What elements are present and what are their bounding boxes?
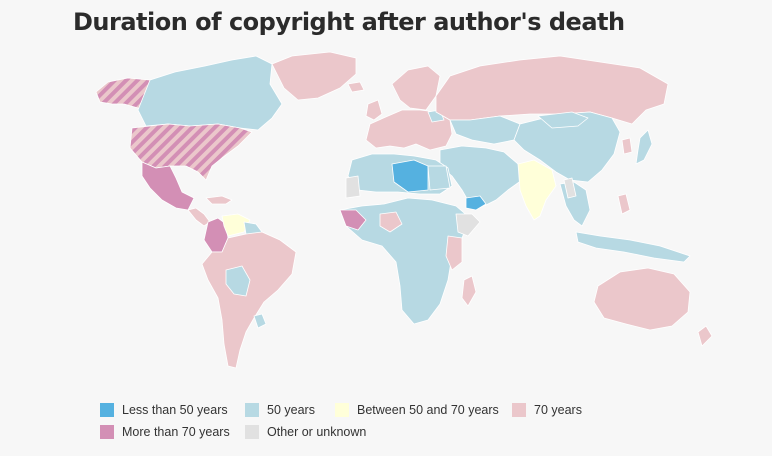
legend-label: 70 years xyxy=(534,403,582,417)
region-southeast-asia[interactable] xyxy=(559,181,591,227)
region-korea[interactable] xyxy=(621,137,633,155)
region-venezuela[interactable] xyxy=(221,213,251,237)
region-yemen[interactable] xyxy=(465,195,487,211)
region-australia[interactable] xyxy=(593,267,691,331)
region-iceland[interactable] xyxy=(347,81,365,93)
region-philippines[interactable] xyxy=(617,193,631,215)
legend-swatch xyxy=(100,425,114,439)
region-madagascar[interactable] xyxy=(461,275,477,307)
legend-item-50: 50 years xyxy=(245,402,315,418)
legend-label: 50 years xyxy=(267,403,315,417)
legend-label: Less than 50 years xyxy=(122,403,228,417)
region-horn-of-africa[interactable] xyxy=(455,213,481,237)
region-libya[interactable] xyxy=(391,159,429,193)
legend-swatch xyxy=(245,403,259,417)
page-title: Duration of copyright after author's dea… xyxy=(73,8,625,36)
region-western-sahara[interactable] xyxy=(345,175,361,199)
legend-item-other: Other or unknown xyxy=(245,424,366,440)
legend-swatch xyxy=(245,425,259,439)
region-uk[interactable] xyxy=(365,99,383,121)
legend-label: Between 50 and 70 years xyxy=(357,403,499,417)
region-india[interactable] xyxy=(517,159,557,221)
region-europe[interactable] xyxy=(365,109,453,151)
region-bolivia-paraguay[interactable] xyxy=(225,265,251,297)
region-central-america[interactable] xyxy=(187,207,211,227)
legend-item-70: 70 years xyxy=(512,402,582,418)
region-mexico[interactable] xyxy=(141,161,195,211)
legend-swatch xyxy=(512,403,526,417)
region-caribbean[interactable] xyxy=(205,195,233,205)
legend-item-less-than-50: Less than 50 years xyxy=(100,402,228,418)
region-central-africa[interactable] xyxy=(339,197,471,325)
region-nigeria[interactable] xyxy=(379,211,403,233)
region-indonesia[interactable] xyxy=(575,231,691,263)
region-mongolia[interactable] xyxy=(537,111,589,129)
region-china[interactable] xyxy=(513,111,621,183)
region-kazakhstan[interactable] xyxy=(449,115,521,145)
legend-label: Other or unknown xyxy=(267,425,367,439)
legend-label: More than 70 years xyxy=(122,425,230,439)
region-middle-east[interactable] xyxy=(439,145,523,207)
region-canada[interactable] xyxy=(137,55,283,131)
region-scandinavia[interactable] xyxy=(391,65,441,111)
region-egypt[interactable] xyxy=(427,165,451,191)
region-west-africa[interactable] xyxy=(339,209,367,231)
region-uruguay[interactable] xyxy=(253,313,267,329)
legend-swatch xyxy=(100,403,114,417)
region-east-africa[interactable] xyxy=(445,235,463,271)
region-japan[interactable] xyxy=(635,129,653,165)
region-greenland[interactable] xyxy=(271,51,357,101)
region-myanmar[interactable] xyxy=(563,177,577,199)
legend-item-more-than-70: More than 70 years xyxy=(100,424,230,440)
world-map xyxy=(95,51,713,369)
region-south-america[interactable] xyxy=(201,231,297,369)
legend-item-between-50-70: Between 50 and 70 years xyxy=(335,402,499,418)
legend-swatch xyxy=(335,403,349,417)
region-russia[interactable] xyxy=(435,55,669,125)
region-new-zealand[interactable] xyxy=(697,325,713,347)
